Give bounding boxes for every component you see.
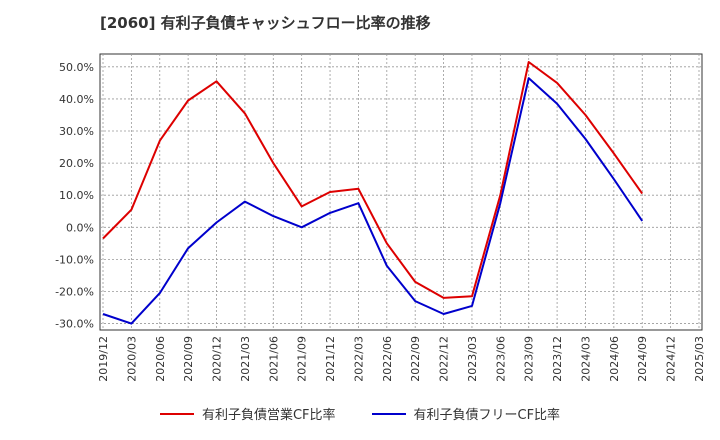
x-tick-label: 2022/09 [409,336,422,382]
x-tick-label: 2023/06 [494,336,507,382]
x-tick-label: 2023/03 [466,336,479,382]
y-tick-label: 40.0% [59,93,94,106]
y-tick-label: 0.0% [66,221,94,234]
y-tick-label: 50.0% [59,61,94,74]
legend-item-operating-cf: 有利子負債営業CF比率 [159,404,336,423]
x-tick-label: 2021/09 [296,336,309,382]
y-tick-label: 30.0% [59,125,94,138]
legend-item-free-cf: 有利子負債フリーCF比率 [371,404,561,423]
legend-label: 有利子負債営業CF比率 [201,408,336,423]
x-tick-label: 2022/12 [438,336,451,382]
x-tick-label: 2021/12 [324,336,337,382]
x-tick-label: 2024/06 [608,336,621,382]
y-tick-label: -20.0% [55,285,94,298]
x-tick-label: 2019/12 [97,336,110,382]
y-tick-label: -10.0% [55,253,94,266]
x-tick-label: 2023/12 [551,336,564,382]
chart-title: [2060] 有利子負債キャッシュフロー比率の推移 [100,14,431,32]
x-tick-label: 2020/03 [125,336,138,382]
x-tick-label: 2023/09 [523,336,536,382]
x-tick-label: 2020/09 [182,336,195,382]
legend-swatch-blue [371,412,406,415]
x-tick-label: 2024/12 [665,336,678,382]
x-tick-label: 2024/09 [636,336,649,382]
series-line-2 [102,77,644,325]
legend-label: 有利子負債フリーCF比率 [413,408,561,423]
y-tick-label: 20.0% [59,157,94,170]
y-tick-label: -30.0% [55,318,94,331]
y-tick-label: 10.0% [59,189,94,202]
plot-area [99,53,703,331]
x-tick-label: 2020/12 [211,336,224,382]
series-line-1 [102,61,644,299]
x-tick-label: 2024/03 [579,336,592,382]
chart-legend: 有利子負債営業CF比率 有利子負債フリーCF比率 [0,404,720,423]
x-tick-label: 2022/06 [381,336,394,382]
x-tick-label: 2025/03 [693,336,706,382]
x-tick-label: 2022/03 [352,336,365,382]
x-tick-label: 2021/06 [267,336,280,382]
x-tick-label: 2020/06 [154,336,167,382]
x-tick-label: 2021/03 [239,336,252,382]
legend-swatch-red [159,412,194,415]
